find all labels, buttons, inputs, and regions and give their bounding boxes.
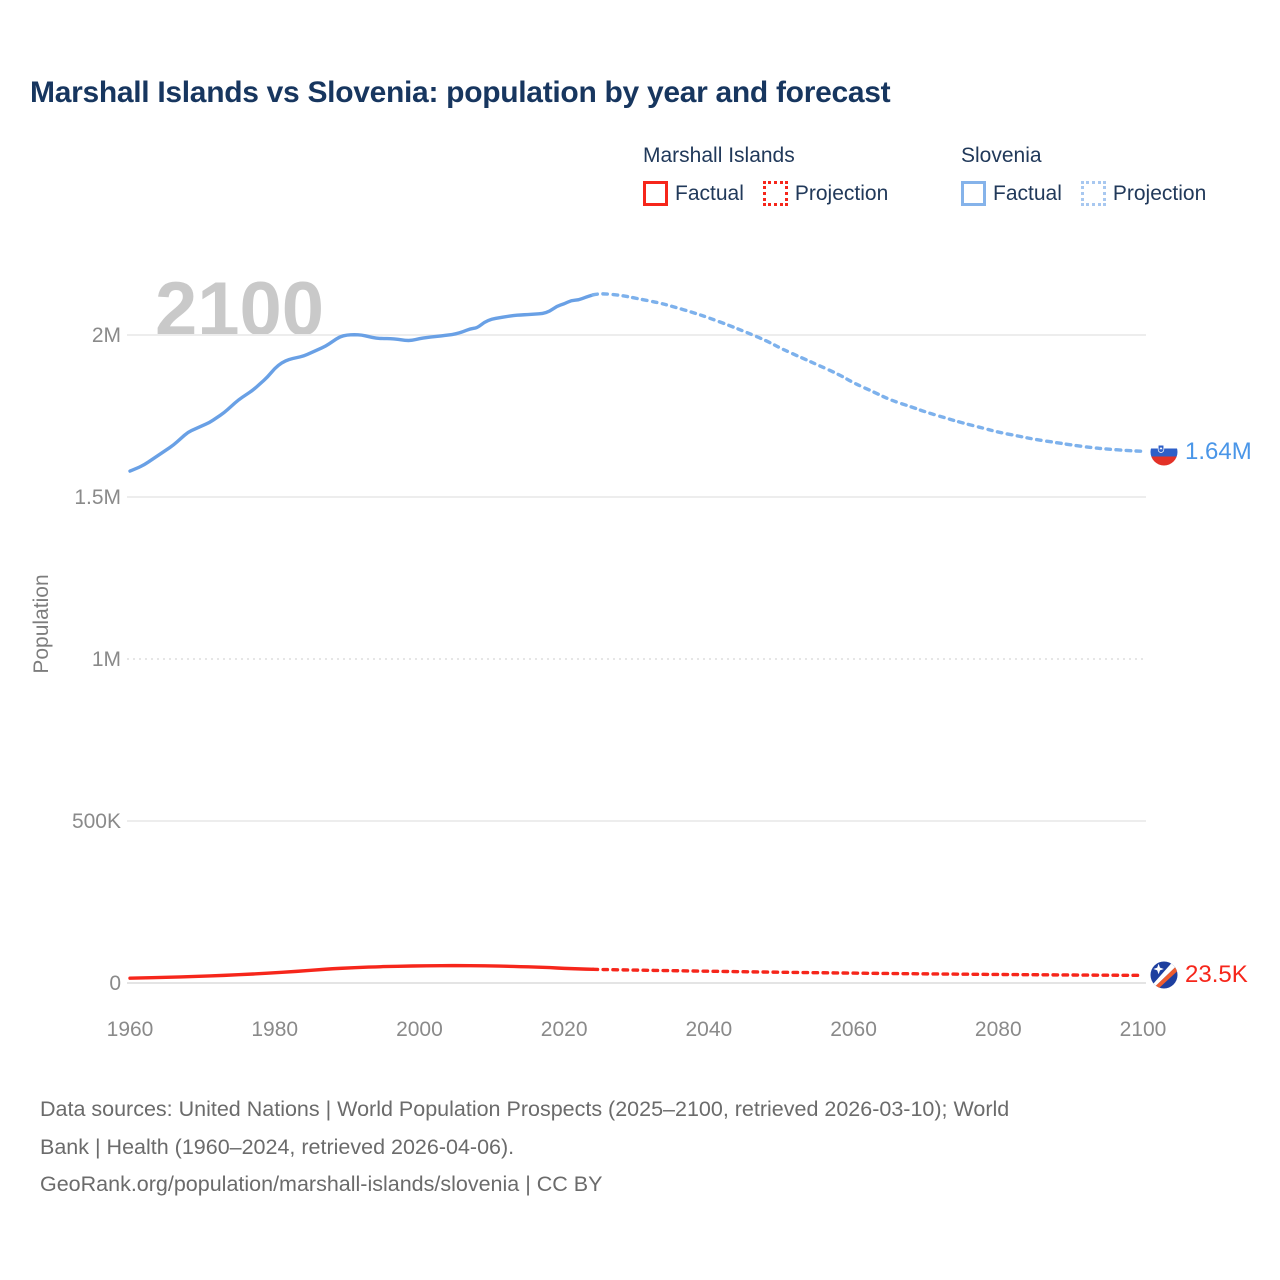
- y-tick-label: 500K: [72, 810, 121, 833]
- legend-item-slovenia-factual[interactable]: Factual: [961, 181, 1062, 206]
- factual-swatch-icon: [961, 181, 986, 206]
- slovenia-factual-line: [128, 293, 595, 473]
- slovenia-end-label: 1.64M: [1150, 438, 1252, 466]
- x-tick-label: 2040: [685, 1018, 732, 1041]
- marshall-islands-projection-line: [591, 967, 1145, 978]
- slovenia-end-value: 1.64M: [1185, 438, 1252, 465]
- legend-item-label: Factual: [675, 181, 744, 205]
- x-tick-label: 2080: [975, 1018, 1022, 1041]
- footer-sources-line1: Data sources: United Nations | World Pop…: [40, 1097, 1010, 1121]
- factual-swatch-icon: [643, 181, 668, 206]
- x-tick-label: 2100: [1120, 1018, 1167, 1041]
- legend-group-title: Slovenia: [961, 144, 1042, 167]
- footer: Data sources: United Nations | World Pop…: [40, 1091, 1250, 1204]
- footer-attribution: GeoRank.org/population/marshall-islands/…: [40, 1172, 603, 1196]
- projection-swatch-icon: [1080, 181, 1106, 206]
- x-tick-label: 1960: [107, 1018, 154, 1041]
- marshall-islands-flag-icon: [1150, 961, 1178, 989]
- x-tick-label: 2000: [396, 1018, 443, 1041]
- legend-group-title: Marshall Islands: [643, 144, 795, 167]
- marshall-islands-end-value: 23.5K: [1185, 961, 1248, 988]
- legend-group-slovenia: Slovenia Factual Projection: [961, 144, 1206, 206]
- legend-group-marshall-islands: Marshall Islands Factual Projection: [643, 144, 888, 206]
- slovenia-flag-icon: [1150, 438, 1178, 466]
- x-tick-label: 1980: [251, 1018, 298, 1041]
- x-tick-label: 2020: [541, 1018, 588, 1041]
- legend-item-label: Projection: [794, 181, 889, 205]
- y-tick-label: 1M: [92, 648, 121, 671]
- legend-item-marshall-factual[interactable]: Factual: [643, 181, 744, 206]
- projection-swatch-icon: [762, 181, 788, 206]
- legend-item-slovenia-projection[interactable]: Projection: [1080, 181, 1207, 206]
- y-tick-label: 2M: [92, 324, 121, 347]
- y-tick-label: 0: [109, 972, 121, 995]
- x-tick-label: 2060: [830, 1018, 877, 1041]
- legend-item-label: Factual: [993, 181, 1062, 205]
- marshall-islands-end-label: 23.5K: [1150, 961, 1248, 989]
- legend-item-label: Projection: [1112, 181, 1207, 205]
- legend-item-marshall-projection[interactable]: Projection: [762, 181, 889, 206]
- footer-sources-line2: Bank | Health (1960–2024, retrieved 2026…: [40, 1134, 515, 1159]
- page-title: Marshall Islands vs Slovenia: population…: [30, 76, 891, 109]
- marshall-islands-factual-line: [128, 963, 595, 980]
- y-tick-label: 1.5M: [74, 486, 121, 509]
- slovenia-projection-line: [591, 292, 1145, 454]
